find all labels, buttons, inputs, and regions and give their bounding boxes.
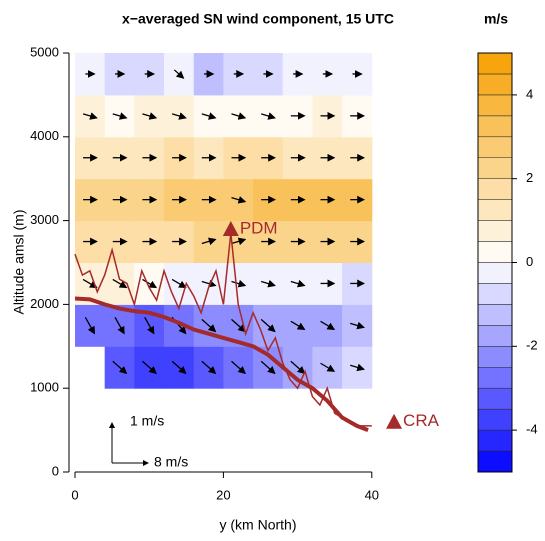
y-tick-label: 1000 xyxy=(30,380,59,395)
colorbar-tick-label: -4 xyxy=(526,422,538,437)
wind-vector xyxy=(320,320,336,331)
wind-vector xyxy=(231,237,247,246)
colorbar-band xyxy=(477,387,513,410)
y-tick-label: 4000 xyxy=(30,128,59,143)
colorbar-tick-label: 0 xyxy=(526,254,533,269)
colorbar-band xyxy=(477,283,513,305)
wind-vector xyxy=(350,363,365,372)
colorbar-band xyxy=(477,241,513,263)
wind-vector xyxy=(260,279,276,288)
colorbar-title: m/s xyxy=(484,11,508,27)
chart-title: x−averaged SN wind component, 15 UTC xyxy=(122,11,394,27)
scale-label: 8 m/s xyxy=(154,454,188,470)
wind-vector xyxy=(84,317,95,335)
colorbar-band xyxy=(477,262,513,284)
terrain-line xyxy=(74,233,372,427)
wind-vector xyxy=(112,112,128,120)
wind-vector xyxy=(201,279,217,288)
wind-vector xyxy=(171,278,187,289)
wind-vector xyxy=(201,360,217,375)
colorbar-tick-label: -2 xyxy=(526,338,538,353)
wind-vector xyxy=(173,69,185,79)
station-label: CRA xyxy=(403,411,440,430)
wind-vector xyxy=(142,360,157,375)
colorbar-band xyxy=(477,408,513,431)
x-tick-label: 0 xyxy=(71,487,78,502)
wind-vector xyxy=(350,321,365,330)
x-tick-label: 20 xyxy=(216,487,230,502)
x-axis-label: y (km North) xyxy=(220,517,297,533)
terrain-line xyxy=(74,296,369,432)
wind-vector xyxy=(231,112,247,120)
wind-vector xyxy=(231,318,246,333)
scale-label: 1 m/s xyxy=(130,413,164,429)
colorbar-band xyxy=(477,52,513,75)
station-label: PDM xyxy=(240,218,278,237)
colorbar-band xyxy=(477,94,513,117)
wind-vector xyxy=(290,360,306,375)
wind-vector xyxy=(171,112,187,120)
wind-vector xyxy=(142,278,158,289)
wind-vector xyxy=(260,318,276,333)
colorbar-band xyxy=(477,115,513,138)
colorbar-band xyxy=(477,450,513,473)
wind-vector xyxy=(114,317,125,335)
colorbar-band xyxy=(477,73,513,96)
wind-vector xyxy=(320,362,336,372)
colorbar-band xyxy=(477,157,513,179)
wind-vector xyxy=(201,237,217,246)
wind-vector xyxy=(82,112,98,120)
y-tick-label: 0 xyxy=(52,463,59,478)
colorbar-band xyxy=(477,325,513,347)
colorbar-band xyxy=(477,429,513,452)
wind-vector xyxy=(231,279,247,288)
x-tick-label: 40 xyxy=(365,487,379,502)
colorbar-band xyxy=(477,304,513,326)
station-marker xyxy=(222,220,239,236)
wind-vector xyxy=(112,360,128,375)
y-tick-label: 3000 xyxy=(30,212,59,227)
colorbar-band xyxy=(477,346,513,368)
y-tick-label: 5000 xyxy=(30,44,59,59)
wind-vector xyxy=(142,112,158,120)
wind-vector xyxy=(260,112,276,120)
wind-vector xyxy=(231,196,247,204)
wind-vector xyxy=(201,112,217,120)
wind-vector xyxy=(290,320,306,331)
y-tick-label: 2000 xyxy=(30,296,59,311)
wind-vector xyxy=(201,318,217,333)
colorbar-band xyxy=(477,136,513,159)
colorbar-band xyxy=(477,220,513,242)
colorbar-band xyxy=(477,367,513,389)
colorbar-band xyxy=(477,178,513,200)
wind-vector xyxy=(231,360,246,375)
colorbar-band xyxy=(477,199,513,221)
wind-vector xyxy=(290,279,306,288)
wind-vector xyxy=(144,317,155,335)
colorbar-tick-label: 4 xyxy=(526,86,533,101)
colorbar-tick-label: 2 xyxy=(526,170,533,185)
wind-vector xyxy=(112,278,128,289)
station-marker xyxy=(386,413,403,429)
wind-vector xyxy=(260,360,276,375)
y-axis-label: Altitude amsl (m) xyxy=(11,209,27,314)
wind-vector xyxy=(171,360,187,375)
wind-vector xyxy=(82,278,98,289)
